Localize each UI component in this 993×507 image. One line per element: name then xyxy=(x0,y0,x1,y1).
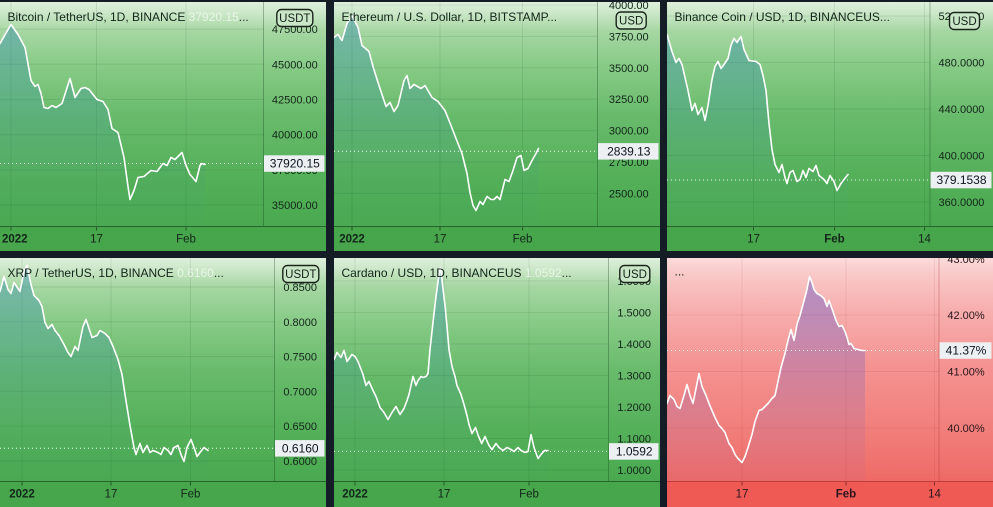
svg-text:2500.00: 2500.00 xyxy=(609,188,649,200)
svg-text:17: 17 xyxy=(105,488,118,500)
svg-text:45000.00: 45000.00 xyxy=(272,59,318,71)
svg-text:2022: 2022 xyxy=(9,488,35,500)
svg-text:Feb: Feb xyxy=(513,233,533,245)
svg-text:Feb: Feb xyxy=(519,488,539,500)
svg-text:35000.00: 35000.00 xyxy=(272,200,318,212)
svg-text:2022: 2022 xyxy=(339,233,365,245)
svg-text:2750.00: 2750.00 xyxy=(609,157,649,169)
svg-text:0.7000: 0.7000 xyxy=(283,386,317,398)
svg-text:1.0592: 1.0592 xyxy=(616,444,653,458)
svg-text:0.6160: 0.6160 xyxy=(282,441,319,455)
svg-text:379.1538: 379.1538 xyxy=(936,173,986,187)
svg-text:USDT: USDT xyxy=(279,13,310,25)
svg-text:Feb: Feb xyxy=(824,233,844,245)
svg-text:400.0000: 400.0000 xyxy=(939,150,985,162)
svg-text:0.6500: 0.6500 xyxy=(283,421,317,433)
svg-text:1.5000: 1.5000 xyxy=(617,307,651,319)
svg-text:41.00%: 41.00% xyxy=(947,366,985,378)
svg-text:17: 17 xyxy=(90,233,103,245)
svg-text:17: 17 xyxy=(438,488,451,500)
svg-text:17: 17 xyxy=(434,233,447,245)
svg-text:3250.00: 3250.00 xyxy=(609,94,649,106)
svg-text:3750.00: 3750.00 xyxy=(609,31,649,43)
svg-text:Ethereum / U.S. Dollar, 1D, BI: Ethereum / U.S. Dollar, 1D, BITSTAMP... xyxy=(342,10,558,24)
svg-text:Binance Coin / USD, 1D, BINANC: Binance Coin / USD, 1D, BINANCEUS... xyxy=(675,10,890,24)
svg-text:1.2000: 1.2000 xyxy=(617,402,651,414)
svg-text:2839.13: 2839.13 xyxy=(607,144,651,158)
svg-text:0.8500: 0.8500 xyxy=(283,282,317,294)
svg-text:42500.00: 42500.00 xyxy=(272,94,318,106)
svg-text:Cardano / USD, 1D, BINANCEUS 1: Cardano / USD, 1D, BINANCEUS 1.0592... xyxy=(342,266,572,280)
svg-text:360.0000: 360.0000 xyxy=(939,197,985,209)
svg-text:40000.00: 40000.00 xyxy=(272,129,318,141)
svg-text:1.1000: 1.1000 xyxy=(617,433,651,445)
svg-text:17: 17 xyxy=(736,488,749,500)
svg-text:40.00%: 40.00% xyxy=(947,423,985,435)
svg-text:XRP / TetherUS, 1D, BINANCE 0.: XRP / TetherUS, 1D, BINANCE 0.6160... xyxy=(8,266,224,280)
svg-text:43.00%: 43.00% xyxy=(947,258,985,266)
svg-text:3000.00: 3000.00 xyxy=(609,125,649,137)
svg-text:14: 14 xyxy=(918,233,931,245)
svg-text:...: ... xyxy=(675,264,685,278)
svg-text:1.3000: 1.3000 xyxy=(617,370,651,382)
svg-text:Bitcoin / TetherUS, 1D, BINANC: Bitcoin / TetherUS, 1D, BINANCE 37920.15… xyxy=(8,10,249,24)
svg-text:480.0000: 480.0000 xyxy=(939,57,985,69)
svg-text:Feb: Feb xyxy=(181,488,201,500)
svg-text:USD: USD xyxy=(952,16,976,28)
svg-text:3500.00: 3500.00 xyxy=(609,62,649,74)
svg-text:4000.00: 4000.00 xyxy=(609,2,649,12)
svg-text:USD: USD xyxy=(623,269,647,281)
svg-text:37920.15: 37920.15 xyxy=(270,156,320,170)
svg-text:17: 17 xyxy=(747,233,760,245)
svg-text:14: 14 xyxy=(928,488,941,500)
svg-text:47500.00: 47500.00 xyxy=(272,24,318,36)
svg-text:2022: 2022 xyxy=(342,488,368,500)
svg-text:0.6000: 0.6000 xyxy=(283,456,317,468)
svg-text:1.4000: 1.4000 xyxy=(617,339,651,351)
svg-text:Feb: Feb xyxy=(176,233,196,245)
svg-text:41.37%: 41.37% xyxy=(946,343,987,357)
svg-text:USD: USD xyxy=(619,15,643,27)
svg-text:440.0000: 440.0000 xyxy=(939,104,985,116)
svg-text:0.7500: 0.7500 xyxy=(283,351,317,363)
svg-text:USDT: USDT xyxy=(285,269,316,281)
svg-text:2022: 2022 xyxy=(2,233,28,245)
svg-text:Feb: Feb xyxy=(836,488,856,500)
svg-text:0.8000: 0.8000 xyxy=(283,316,317,328)
svg-text:1.0000: 1.0000 xyxy=(617,465,651,477)
svg-text:42.00%: 42.00% xyxy=(947,310,985,322)
